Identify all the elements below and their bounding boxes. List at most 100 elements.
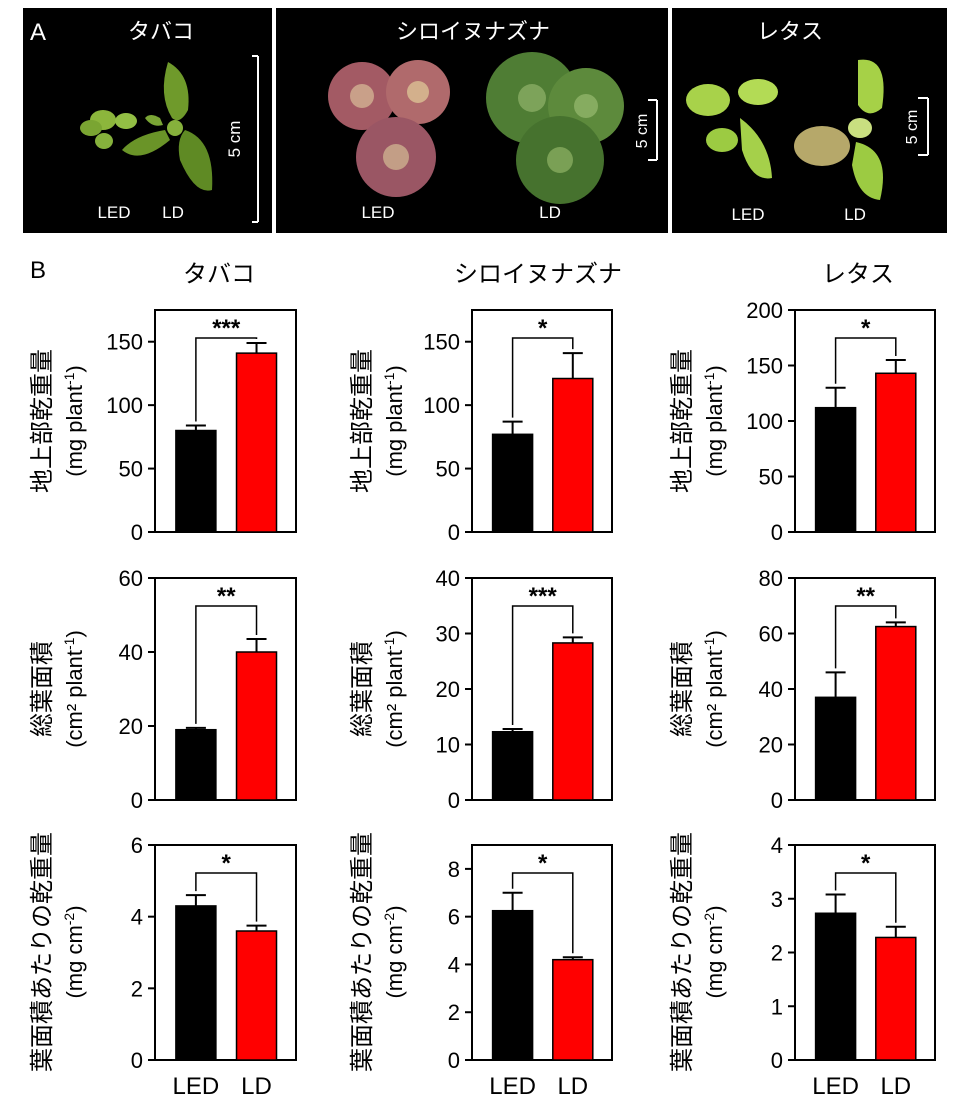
y-tick-label: 2 — [771, 941, 783, 966]
plot-frame — [154, 577, 297, 801]
species-header-tobacco: タバコ — [183, 260, 255, 288]
chart-2-3: 0 20 40 60 80 ** — [759, 566, 936, 813]
y-tick-label: 20 — [436, 677, 460, 702]
y-tick-label: 150 — [746, 354, 783, 379]
tobacco-led-plant-image — [80, 110, 137, 149]
bar-led — [814, 696, 857, 801]
y-tick-label: 50 — [436, 457, 460, 482]
y-axis-title: 総葉面積 (cm² plant-1) — [28, 630, 87, 748]
y-tick-label: 2 — [131, 976, 143, 1001]
y-axis-title-main: 地上部乾重量 — [668, 349, 696, 493]
y-tick-label: 20 — [759, 733, 783, 758]
significance-stars: *** — [212, 315, 241, 342]
significance-bracket — [834, 872, 897, 923]
y-tick-label: 0 — [131, 1048, 143, 1073]
y-tick-label: 150 — [423, 330, 460, 355]
panel-b-label: B — [30, 257, 46, 284]
significance-stars: *** — [529, 583, 558, 610]
y-tick-label: 50 — [759, 465, 783, 490]
x-category-label-led: LED — [173, 1073, 220, 1100]
x-category-label-ld: LD — [241, 1073, 272, 1100]
y-axis-title-main: 葉面積あたりの乾重量 — [348, 832, 376, 1072]
significance-stars: * — [538, 315, 548, 342]
significance-bracket — [195, 605, 258, 724]
x-category-label-led: LED — [489, 1073, 536, 1100]
y-tick-label: 0 — [448, 788, 460, 813]
photo-panel-lettuce: レタス 5 cm LED LD — [672, 8, 947, 233]
photo-species-label: レタス — [757, 20, 823, 45]
x-category-label-ld: LD — [880, 1073, 911, 1100]
y-tick-label: 150 — [106, 330, 143, 355]
scale-bar-label: 5 cm — [225, 121, 244, 158]
chart-1-1: 0 50 100 150 *** — [106, 309, 297, 545]
y-tick-label: 4 — [771, 833, 783, 858]
y-tick-label: 50 — [119, 457, 143, 482]
bar-led — [491, 909, 534, 1061]
plot-frame — [154, 309, 297, 533]
y-axis-title-unit: (cm² plant-1) — [61, 630, 87, 748]
chart-3-2: 0 2 4 6 8 * — [448, 844, 613, 1073]
y-axis-title: 葉面積あたりの乾重量 (mg cm-2) — [28, 832, 87, 1072]
significance-stars: ** — [856, 583, 875, 610]
significance-stars: * — [222, 850, 232, 877]
bar-ld — [875, 372, 917, 533]
y-tick-label: 1 — [771, 994, 783, 1019]
y-axis-title: 総葉面積 (cm² plant-1) — [668, 630, 727, 748]
y-axis-title-unit: (cm² plant-1) — [701, 630, 727, 748]
x-category-label-led: LED — [812, 1073, 859, 1100]
y-tick-label: 6 — [448, 905, 460, 930]
bar-led — [175, 905, 217, 1061]
photo-label-led: LED — [97, 203, 130, 222]
bar-led — [491, 433, 534, 533]
species-header-lettuce: レタス — [822, 260, 894, 288]
y-axis-title-main: 葉面積あたりの乾重量 — [28, 832, 56, 1072]
bar-ld — [235, 930, 278, 1061]
significance-stars: * — [538, 850, 548, 877]
bar-ld — [552, 958, 594, 1061]
y-tick-label: 0 — [771, 520, 783, 545]
y-tick-label: 0 — [771, 1048, 783, 1073]
chart-1-3: 0 50 100 150 200 * — [746, 298, 936, 545]
tobacco-ld-plant-image — [122, 62, 213, 191]
y-tick-label: 100 — [423, 393, 460, 418]
photo-label-ld: LD — [162, 203, 184, 222]
y-tick-label: 6 — [131, 833, 143, 858]
photo-label-led: LED — [361, 203, 394, 222]
photo-species-label: タバコ — [128, 20, 194, 45]
photo-label-led: LED — [731, 205, 764, 224]
y-axis-title: 地上部乾重量 (mg plant-1) — [28, 349, 87, 493]
significance-stars: * — [861, 315, 871, 342]
y-tick-label: 4 — [131, 905, 143, 930]
bar-ld — [235, 651, 278, 801]
y-tick-label: 100 — [106, 393, 143, 418]
y-axis-title-unit: (mg plant-1) — [381, 365, 407, 477]
bar-ld — [875, 936, 917, 1061]
bar-charts: 050100150***050100150*050100150200*02040… — [106, 298, 936, 1073]
y-axis-title-unit: (mg cm-2) — [381, 905, 407, 998]
chart-1-2: 0 50 100 150 * — [423, 309, 613, 545]
y-axis-title-main: 葉面積あたりの乾重量 — [668, 832, 696, 1072]
y-axis-title-unit: (mg cm-2) — [701, 905, 727, 998]
chart-3-1: 0 2 4 6 * — [131, 833, 297, 1073]
y-axis-title-main: 総葉面積 — [28, 641, 56, 737]
arabidopsis-ld-plant-image — [486, 52, 624, 204]
bar-led — [491, 730, 534, 801]
significance-bracket — [511, 872, 574, 954]
significance-bracket — [511, 337, 574, 418]
significance-bracket — [511, 605, 574, 725]
y-tick-label: 60 — [759, 622, 783, 647]
bar-ld — [552, 377, 594, 533]
lettuce-led-plant-image — [686, 79, 778, 179]
y-axis-title: 地上部乾重量 (mg plant-1) — [668, 349, 727, 493]
y-axis-title: 地上部乾重量 (mg plant-1) — [348, 349, 407, 493]
y-axis-title: 葉面積あたりの乾重量 (mg cm-2) — [668, 832, 727, 1072]
y-tick-label: 40 — [759, 677, 783, 702]
y-tick-label: 10 — [436, 733, 460, 758]
significance-stars: * — [861, 850, 871, 877]
y-axis-title-unit: (mg plant-1) — [701, 365, 727, 477]
y-tick-label: 80 — [759, 566, 783, 591]
y-tick-label: 0 — [131, 520, 143, 545]
y-tick-label: 60 — [119, 566, 143, 591]
lettuce-ld-plant-image — [794, 59, 884, 200]
